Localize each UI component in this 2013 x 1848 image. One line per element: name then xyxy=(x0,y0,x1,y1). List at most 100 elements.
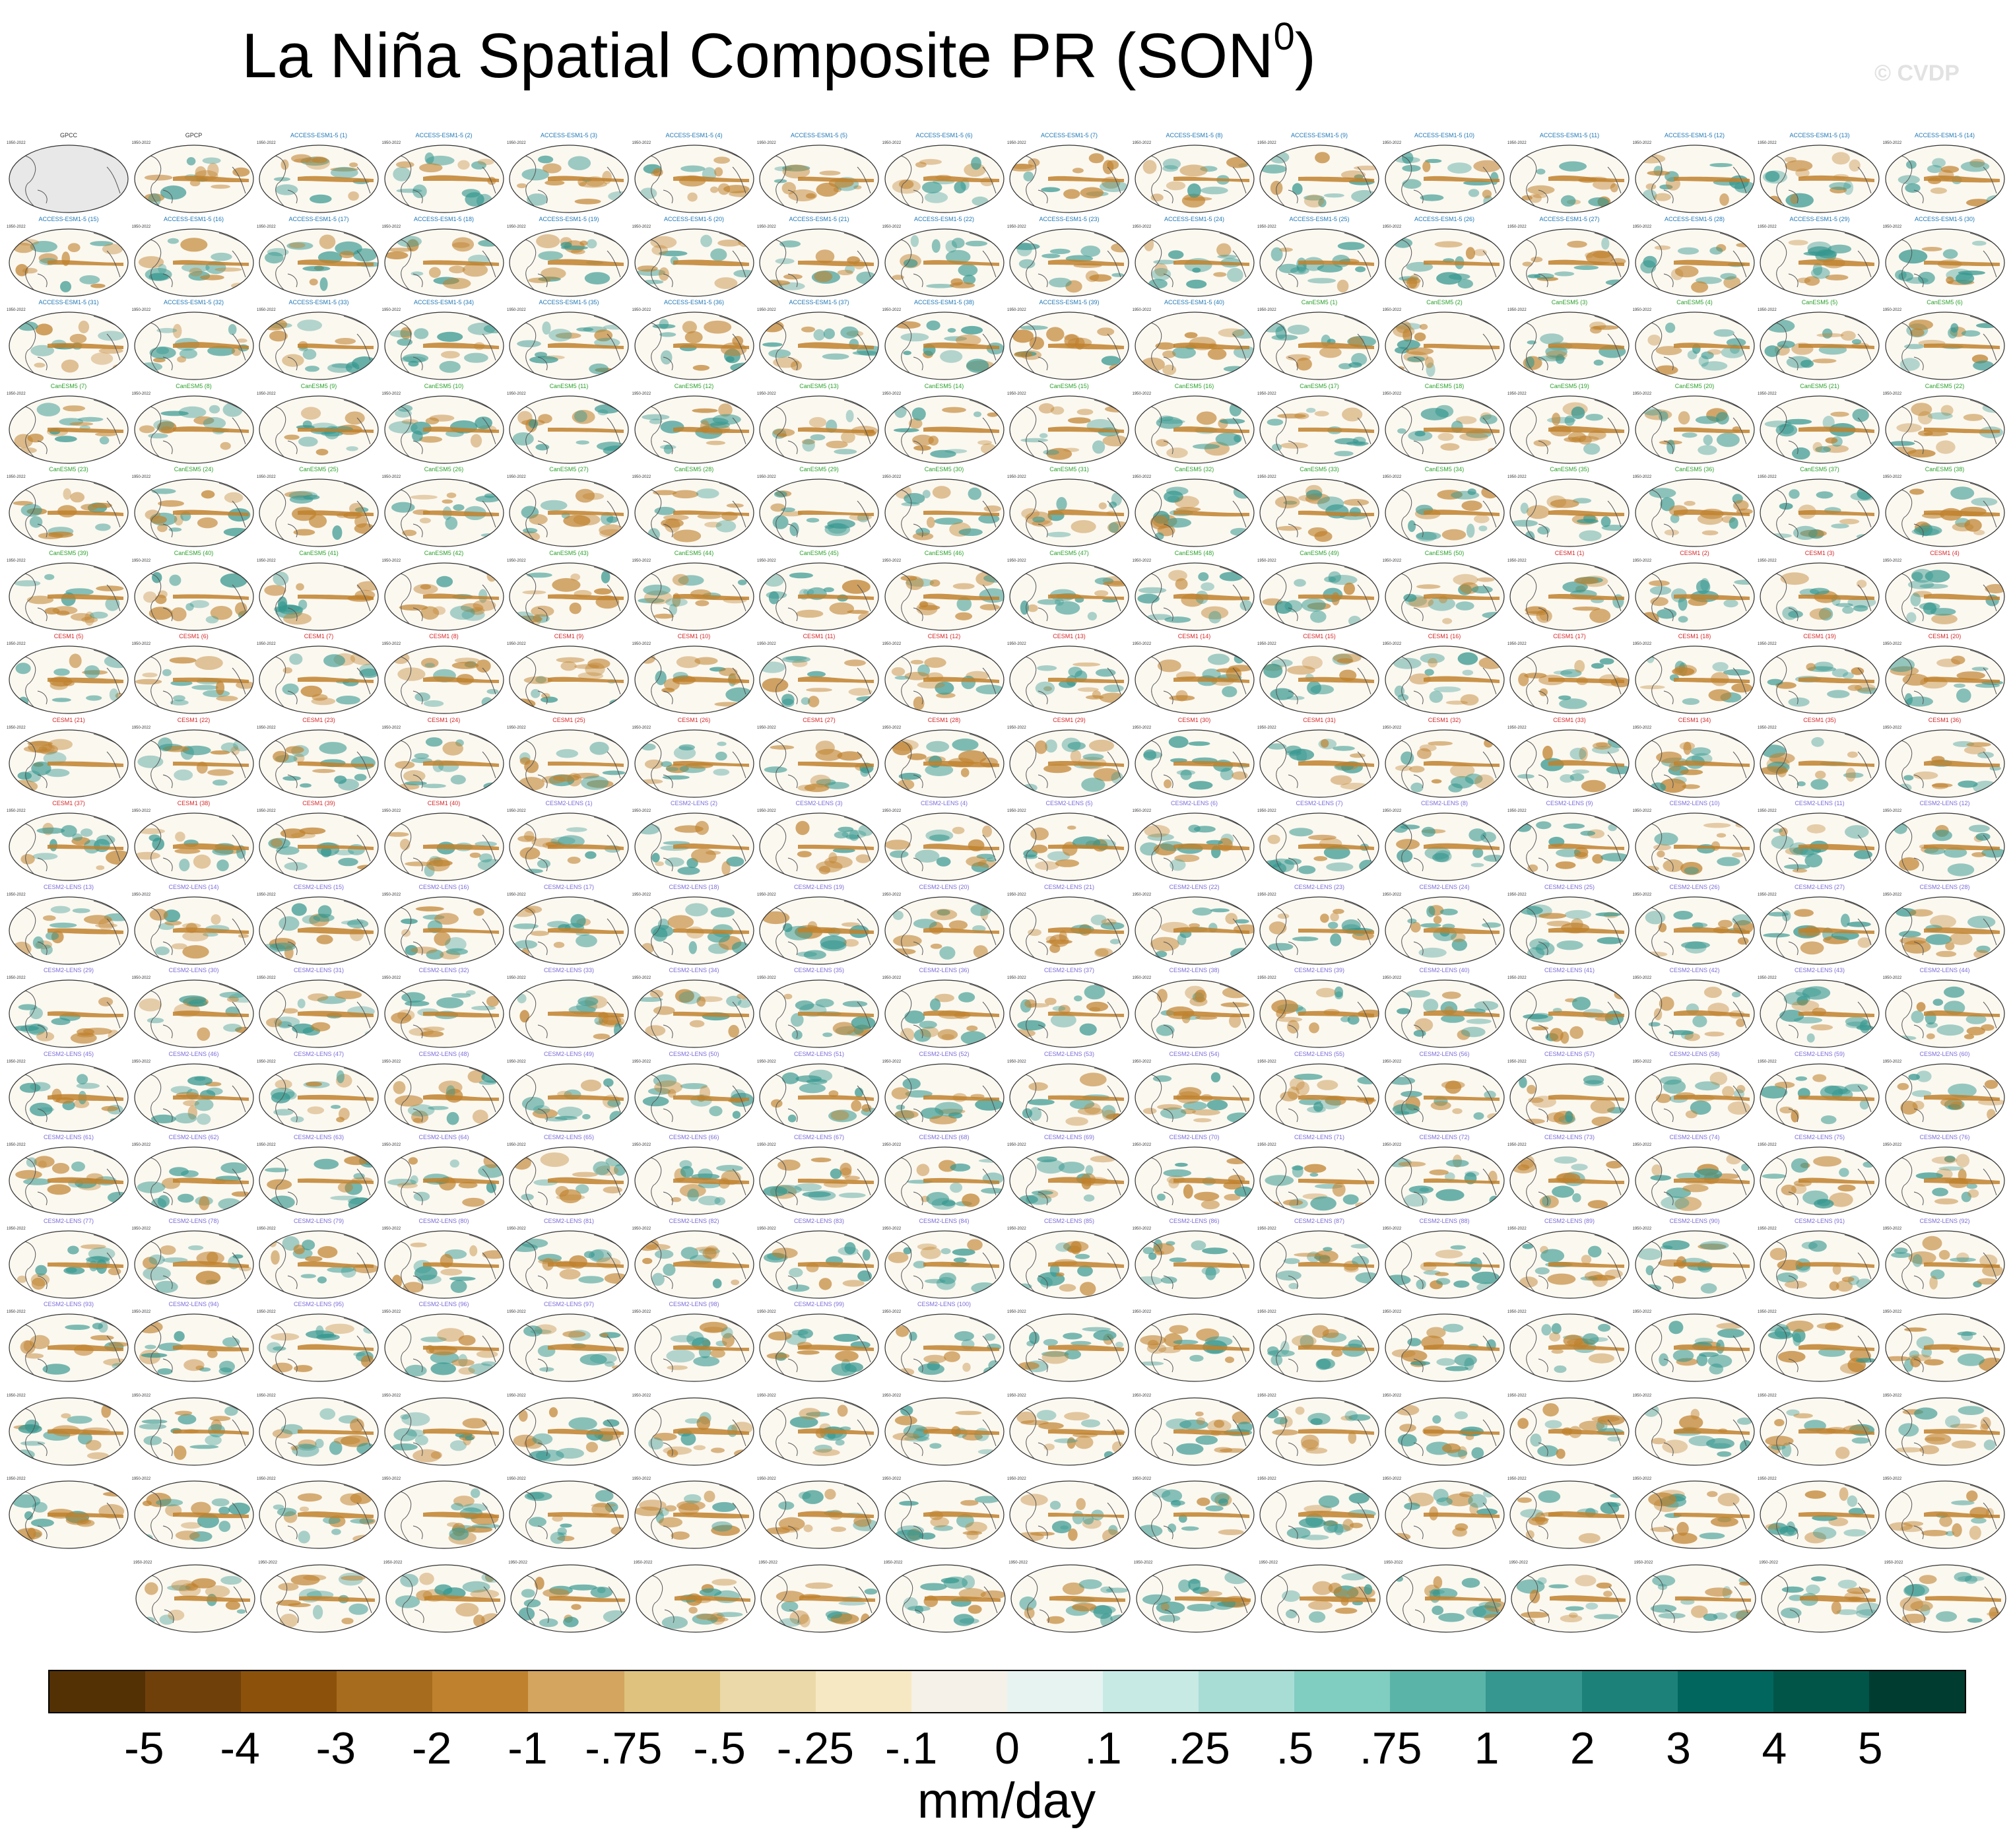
anomaly-blob xyxy=(1735,1018,1745,1028)
anomaly-blob xyxy=(1162,165,1178,172)
anomaly-blob xyxy=(1830,411,1849,416)
panel-title: CanESM5 (6) xyxy=(1927,299,1963,306)
anomaly-blob xyxy=(1527,185,1555,195)
anomaly-blob xyxy=(1234,919,1249,923)
globe-outline xyxy=(1509,312,1630,380)
panel-title: CESM2-LENS (29) xyxy=(43,967,94,974)
panel-title: CESM2-LENS (4) xyxy=(920,800,968,807)
anomaly-blob xyxy=(474,416,492,429)
panel-title: ACCESS-ESM1-5 (18) xyxy=(413,215,475,222)
globe-map xyxy=(759,228,879,297)
globe-map xyxy=(1509,562,1630,631)
globe-outline xyxy=(1634,395,1755,464)
panel-period: 1950-2022 xyxy=(1507,391,1527,396)
anomaly-blob xyxy=(86,695,102,701)
anomaly-blob xyxy=(682,321,697,334)
anomaly-blob xyxy=(732,1110,741,1119)
anomaly-blob xyxy=(1822,328,1833,339)
anomaly-blob xyxy=(440,350,460,359)
globe-outline xyxy=(1509,395,1630,464)
anomaly-blob xyxy=(858,612,874,623)
anomaly-blob xyxy=(81,504,98,511)
anomaly-blob xyxy=(653,1006,675,1015)
panel-title: GPCP xyxy=(185,132,203,139)
map-panel: CESM2-LENS (27) 1950-2022 xyxy=(1758,884,1882,967)
anomaly-blob xyxy=(824,856,853,869)
panel-title: CESM1 (30) xyxy=(1177,716,1211,723)
globe-outline xyxy=(133,228,254,297)
anomaly-blob xyxy=(528,277,551,283)
anomaly-blob xyxy=(1441,529,1466,541)
equatorial-dry-band xyxy=(673,343,749,349)
anomaly-blob xyxy=(1427,657,1437,668)
anomaly-blob xyxy=(808,1069,833,1082)
map-panel: CESM2-LENS (82) 1950-2022 xyxy=(632,1218,756,1301)
anomaly-blob xyxy=(461,1197,485,1207)
anomaly-blob xyxy=(319,741,347,754)
anomaly-blob xyxy=(1282,1199,1304,1206)
globe-map xyxy=(1760,812,1880,881)
anomaly-blob xyxy=(686,1189,699,1202)
anomaly-blob xyxy=(1445,1159,1469,1168)
panel-title: CESM1 (36) xyxy=(1928,716,1962,723)
anomaly-blob xyxy=(663,514,689,521)
anomaly-blob xyxy=(1814,661,1833,671)
anomaly-blob xyxy=(396,188,422,193)
map-panel: CanESM5 (21) 1950-2022 xyxy=(1758,383,1882,466)
panel-title: ACCESS-ESM1-5 (4) xyxy=(665,132,723,139)
anomaly-blob xyxy=(99,436,110,444)
panel-title: ACCESS-ESM1-5 (29) xyxy=(1789,215,1850,222)
coastline xyxy=(11,315,124,374)
anomaly-blob xyxy=(1466,1018,1492,1024)
anomaly-blob xyxy=(1784,1280,1807,1288)
anomaly-blob xyxy=(939,946,955,960)
anomaly-blob xyxy=(1812,358,1837,364)
panel-period: 1950-2022 xyxy=(7,308,26,312)
anomaly-blob xyxy=(512,432,534,446)
panel-period: 1950-2022 xyxy=(1632,141,1652,145)
equatorial-dry-band xyxy=(48,427,123,433)
anomaly-blob xyxy=(1184,332,1197,339)
anomaly-blob xyxy=(845,409,854,422)
anomaly-blob xyxy=(518,776,544,791)
panel-period: 1950-2022 xyxy=(1382,391,1402,396)
globe-map xyxy=(1259,312,1379,380)
anomaly-blob xyxy=(203,416,226,429)
coastline xyxy=(511,148,624,207)
map-panel: CESM2-LENS (90) 1950-2022 xyxy=(1633,1218,1757,1301)
map-panel: ACCESS-ESM1-5 (15) 1950-2022 xyxy=(7,216,131,299)
globe-outline xyxy=(1009,395,1129,464)
map-panel: CESM2-LENS (21) 1950-2022 xyxy=(1007,884,1131,967)
coastline xyxy=(261,232,374,290)
anomaly-blob xyxy=(176,356,186,363)
anomaly-blob xyxy=(1811,737,1824,747)
anomaly-blob xyxy=(913,918,937,929)
anomaly-blob xyxy=(312,156,327,164)
map-panel: CESM1 (7) 1950-2022 xyxy=(257,633,381,716)
panel-title: CESM1 (38) xyxy=(177,800,211,807)
anomaly-blob xyxy=(1973,529,1985,535)
anomaly-blob xyxy=(897,779,914,790)
panel-period: 1950-2022 xyxy=(1382,141,1402,145)
anomaly-blob xyxy=(1847,921,1871,927)
anomaly-blob xyxy=(1910,592,1921,607)
anomaly-blob xyxy=(309,278,318,285)
panel-period: 1950-2022 xyxy=(757,308,776,312)
anomaly-blob xyxy=(271,1249,280,1265)
anomaly-blob xyxy=(910,659,923,665)
anomaly-blob xyxy=(1835,603,1853,607)
panel-title: ACCESS-ESM1-5 (13) xyxy=(1789,132,1850,139)
anomaly-blob xyxy=(108,1267,121,1275)
equatorial-dry-band xyxy=(1923,176,2000,183)
anomaly-blob xyxy=(1807,246,1832,256)
map-panel: CESM2-LENS (48) 1950-2022 xyxy=(382,1051,506,1134)
globe-map xyxy=(884,1063,1005,1132)
map-panel: CanESM5 (14) 1950-2022 xyxy=(882,383,1006,466)
anomaly-blob xyxy=(1138,587,1166,593)
anomaly-blob xyxy=(660,350,672,365)
anomaly-blob xyxy=(1956,1154,1969,1168)
anomaly-blob xyxy=(1636,154,1665,164)
anomaly-blob xyxy=(1219,572,1243,581)
anomaly-blob xyxy=(1274,496,1300,509)
globe-outline xyxy=(509,228,629,297)
